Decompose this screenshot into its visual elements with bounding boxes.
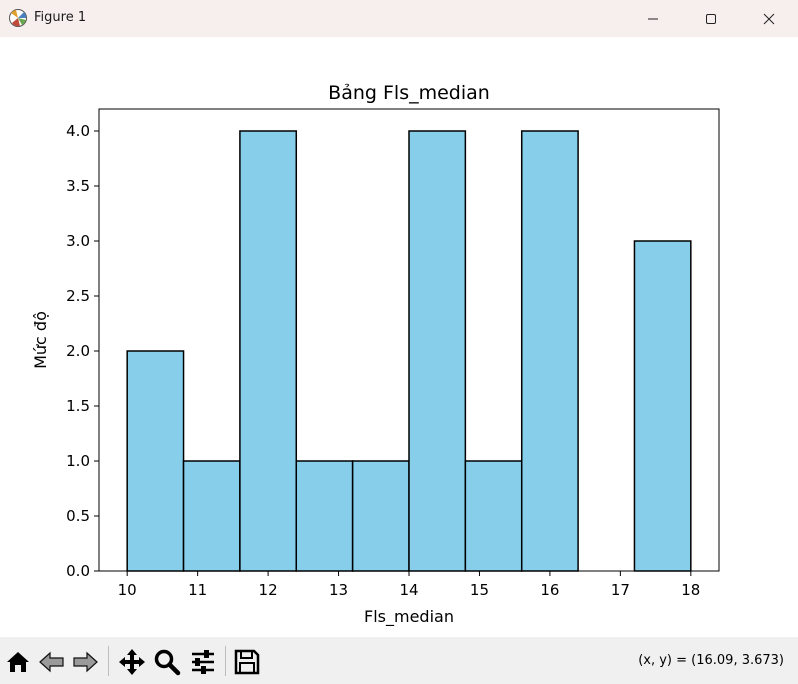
x-tick-label: 14: [399, 581, 418, 599]
histogram-bar: [295, 460, 354, 572]
y-tick-label: 2.0: [66, 342, 90, 360]
forward-icon: [73, 651, 98, 673]
histogram-chart: Bảng Fls_median 10 11 12 13 14 15 16 17 18 0.0 0.…: [31, 82, 720, 627]
histogram-bar: [633, 240, 692, 572]
y-tick-label: 1.5: [66, 397, 90, 415]
x-tick-label: 18: [681, 581, 700, 599]
window-title: Figure 1: [34, 10, 87, 25]
x-tick-label: 16: [540, 581, 559, 599]
minimize-icon: [648, 18, 658, 19]
y-axis-label: Mức độ: [31, 311, 50, 369]
pan-icon: [119, 649, 145, 675]
x-axis-label: Fls_median: [364, 607, 454, 627]
maximize-button[interactable]: [688, 0, 734, 37]
y-tick-label: 3.5: [66, 177, 90, 195]
toolbar-separator: [225, 646, 226, 676]
close-button[interactable]: [746, 0, 792, 37]
histogram-bar: [520, 130, 579, 572]
y-tick-label: 1.0: [66, 452, 90, 470]
home-button[interactable]: [3, 647, 33, 677]
y-tick-label: 0.0: [66, 562, 90, 580]
x-tick-label: 10: [118, 581, 137, 599]
x-tick-label: 13: [329, 581, 348, 599]
histogram-bar: [182, 460, 241, 572]
histogram-bar: [351, 460, 410, 572]
close-icon: [763, 13, 775, 24]
save-button[interactable]: [232, 647, 262, 677]
navigation-toolbar: (x, y) = (16.09, 3.673): [0, 637, 798, 684]
home-icon: [7, 652, 29, 672]
x-tick-label: 12: [259, 581, 278, 599]
cursor-coordinates: (x, y) = (16.09, 3.673): [638, 653, 784, 668]
histogram-bar: [464, 460, 523, 572]
chart-title: Bảng Fls_median: [328, 82, 490, 104]
y-tick-label: 0.5: [66, 507, 90, 525]
minimize-button[interactable]: [630, 0, 676, 37]
figure-canvas[interactable]: Bảng Fls_median 10 11 12 13 14 15 16 17 18 0.0 0.…: [0, 37, 798, 637]
x-tick-label: 11: [188, 581, 207, 599]
zoom-icon: [154, 649, 181, 676]
pan-button[interactable]: [117, 647, 147, 677]
configure-subplots-button[interactable]: [188, 647, 218, 677]
back-icon: [39, 651, 64, 673]
x-tick-label: 17: [611, 581, 630, 599]
y-tick-label: 2.5: [66, 287, 90, 305]
x-tick-label: 15: [470, 581, 489, 599]
histogram-bar: [239, 130, 298, 572]
y-tick-label: 3.0: [66, 232, 90, 250]
y-tick-label: 4.0: [66, 122, 90, 140]
histogram-bar: [408, 130, 467, 572]
zoom-button[interactable]: [152, 647, 182, 677]
maximize-icon: [706, 13, 716, 24]
toolbar-separator: [108, 646, 109, 676]
window-titlebar: Figure 1: [0, 0, 798, 37]
histogram-bar: [126, 350, 185, 572]
back-button[interactable]: [37, 647, 67, 677]
matplotlib-icon: [9, 9, 27, 27]
forward-button[interactable]: [70, 647, 100, 677]
configure-subplots-icon: [192, 650, 214, 674]
save-icon: [234, 649, 260, 675]
